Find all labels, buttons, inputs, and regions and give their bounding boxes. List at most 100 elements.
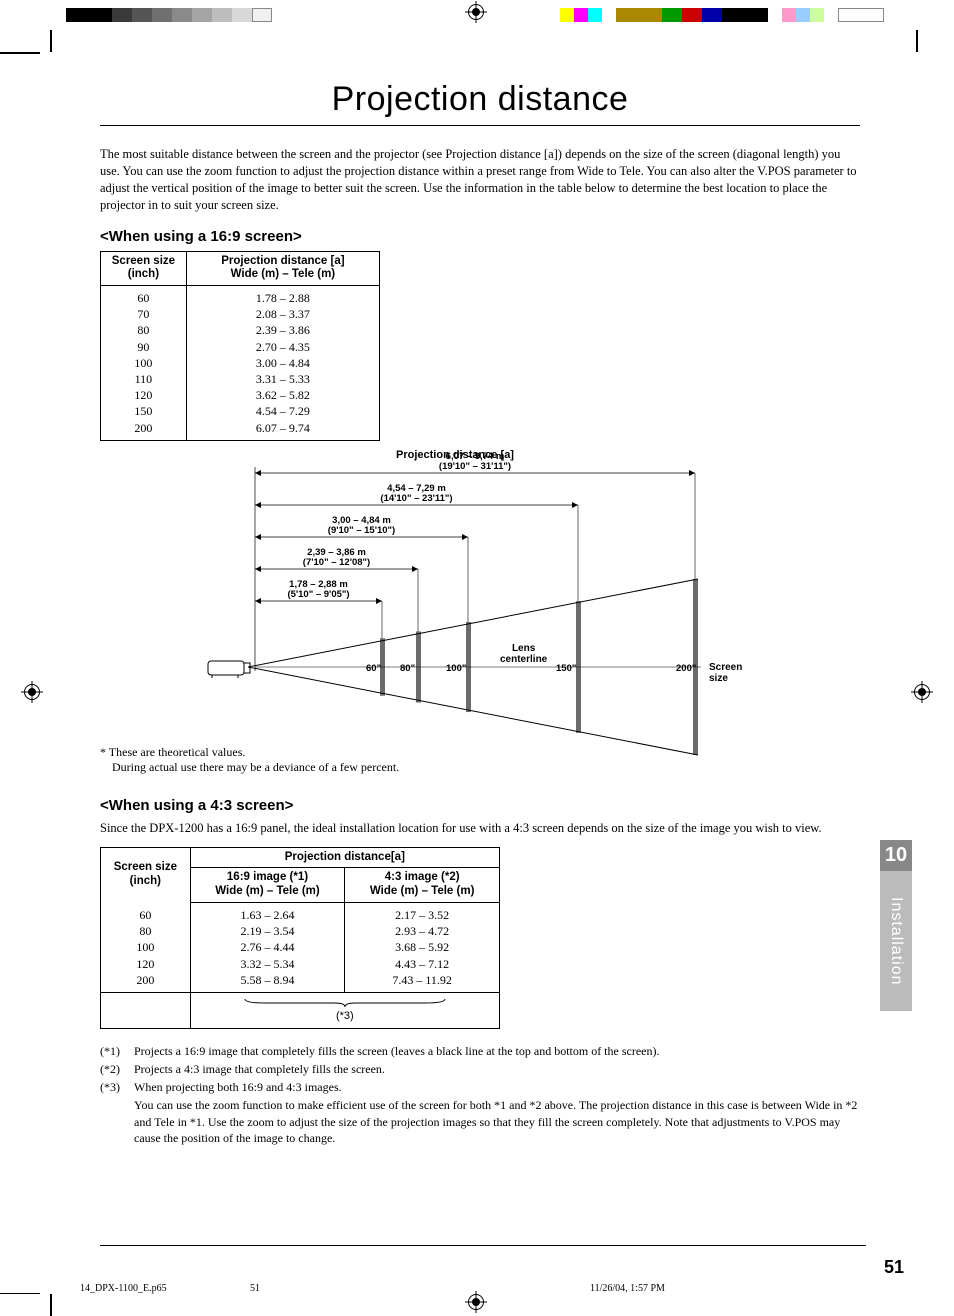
table-169: Screen size(inch) Projection distance [a… (100, 251, 380, 441)
fn-tag: (*2) (100, 1061, 134, 1077)
svg-text:150": 150" (556, 663, 576, 674)
cell-distance: 2.39 – 3.86 (186, 322, 379, 338)
theoretical-note: * These are theoretical values. During a… (100, 745, 860, 775)
screen-size-label: Screen size (709, 662, 760, 684)
chapter-number: 10 (880, 840, 912, 871)
fn-tag: (*1) (100, 1043, 134, 1059)
cell-screen-size: 200 (101, 420, 187, 441)
cell-distance: 2.17 – 3.52 (345, 903, 500, 924)
theoretical-note-l2: During actual use there may be a devianc… (112, 760, 860, 775)
svg-text:(7'10" – 12'08"): (7'10" – 12'08") (303, 557, 370, 568)
cell-distance: 2.76 – 4.44 (190, 939, 345, 955)
fn-body: You can use the zoom function to make ef… (134, 1097, 860, 1146)
table-row: 802.19 – 3.542.93 – 4.72 (101, 923, 500, 939)
cell-distance: 7.43 – 11.92 (345, 972, 500, 988)
cell-screen-size: 150 (101, 403, 187, 419)
fn-body: Projects a 16:9 image that completely fi… (134, 1043, 860, 1059)
table-row: 1103.31 – 5.33 (101, 371, 380, 387)
register-mark-icon (468, 1294, 484, 1310)
th-169-image: 16:9 image (*1)Wide (m) – Tele (m) (190, 868, 345, 903)
page-number: 51 (884, 1257, 904, 1278)
table-row: 2005.58 – 8.947.43 – 11.92 (101, 972, 500, 988)
cell-distance: 4.43 – 7.12 (345, 956, 500, 972)
svg-text:(5'10" – 9'05"): (5'10" – 9'05") (287, 589, 349, 600)
cell-screen-size: 100 (101, 939, 191, 955)
content-area: Projection distance The most suitable di… (100, 80, 860, 1148)
chapter-label: Installation (880, 871, 912, 1011)
fn-tag: (*3) (100, 1079, 134, 1095)
svg-text:60": 60" (366, 663, 381, 674)
table-row: 1003.00 – 4.84 (101, 355, 380, 371)
section-heading-43: <When using a 4:3 screen> (100, 797, 860, 814)
footer-date: 11/26/04, 1:57 PM (590, 1283, 665, 1294)
title-rule (100, 125, 860, 126)
svg-text:80": 80" (400, 663, 415, 674)
register-mark-icon (468, 4, 484, 20)
cell-distance: 6.07 – 9.74 (186, 420, 379, 441)
svg-text:200": 200" (676, 663, 696, 674)
diagram-svg: 60"80"100"150"200"6,07 – 9,74 m(19'10" –… (200, 449, 760, 789)
table-43: Screen size(inch) Projection distance[a]… (100, 847, 500, 1029)
table-row: 1504.54 – 7.29 (101, 403, 380, 419)
cell-screen-size: 90 (101, 339, 187, 355)
svg-text:(19'10" – 31'11"): (19'10" – 31'11") (439, 461, 511, 472)
th-proj-dist: Projection distance [a]Wide (m) – Tele (… (186, 251, 379, 286)
cell-screen-size: 100 (101, 355, 187, 371)
cell-screen-size: 80 (101, 322, 187, 338)
cell-distance: 2.19 – 3.54 (190, 923, 345, 939)
table-row: 1002.76 – 4.443.68 – 5.92 (101, 939, 500, 955)
cell-distance: 4.54 – 7.29 (186, 403, 379, 419)
table-row: 1203.32 – 5.344.43 – 7.12 (101, 956, 500, 972)
th-proj-dist-43: Projection distance[a] (190, 847, 499, 868)
cell-screen-size: 60 (101, 286, 187, 307)
table-row: 601.78 – 2.88 (101, 286, 380, 307)
cell-distance: 3.62 – 5.82 (186, 387, 379, 403)
cell-distance: 2.93 – 4.72 (345, 923, 500, 939)
section-heading-169: <When using a 16:9 screen> (100, 228, 860, 245)
svg-text:100": 100" (446, 663, 466, 674)
cell-screen-size: 80 (101, 923, 191, 939)
fn-body: Projects a 4:3 image that completely fil… (134, 1061, 860, 1077)
cell-distance: 3.31 – 5.33 (186, 371, 379, 387)
footnotes: (*1)Projects a 16:9 image that completel… (100, 1043, 860, 1146)
cell-screen-size: 120 (101, 956, 191, 972)
page-title: Projection distance (100, 80, 860, 119)
svg-text:(14'10" – 23'11"): (14'10" – 23'11") (380, 493, 452, 504)
cell-distance: 1.78 – 2.88 (186, 286, 379, 307)
th-43-image: 4:3 image (*2)Wide (m) – Tele (m) (345, 868, 500, 903)
table-row: 902.70 – 4.35 (101, 339, 380, 355)
cell-distance: 3.00 – 4.84 (186, 355, 379, 371)
th-screen-size: Screen size(inch) (101, 251, 187, 286)
table-row: 802.39 – 3.86 (101, 322, 380, 338)
cell-distance: 3.32 – 5.34 (190, 956, 345, 972)
footer-pagenum: 51 (250, 1283, 260, 1294)
cell-screen-size: 70 (101, 306, 187, 322)
fn-tag (100, 1097, 134, 1146)
register-mark-icon (24, 684, 40, 700)
table-row: 1203.62 – 5.82 (101, 387, 380, 403)
cell-screen-size: 60 (101, 903, 191, 924)
table-row: 601.63 – 2.642.17 – 3.52 (101, 903, 500, 924)
theoretical-note-l1: * These are theoretical values. (100, 745, 860, 760)
footer-rule (100, 1245, 866, 1246)
page: 10 Installation Projection distance The … (0, 0, 954, 1316)
table-row: 702.08 – 3.37 (101, 306, 380, 322)
brace-note: (*3) (190, 992, 499, 1028)
footer-filename: 14_DPX-1100_E.p65 (80, 1283, 167, 1294)
intro-paragraph: The most suitable distance between the s… (100, 146, 860, 214)
cell-distance: 1.63 – 2.64 (190, 903, 345, 924)
cell-distance: 2.08 – 3.37 (186, 306, 379, 322)
chapter-tab: 10 Installation (880, 840, 912, 1020)
cell-distance: 2.70 – 4.35 (186, 339, 379, 355)
register-mark-icon (914, 684, 930, 700)
lens-centerline-label: Lenscenterline (500, 643, 547, 665)
fn-body: When projecting both 16:9 and 4:3 images… (134, 1079, 860, 1095)
cell-screen-size: 120 (101, 387, 187, 403)
svg-text:(9'10" – 15'10"): (9'10" – 15'10") (328, 525, 395, 536)
cell-distance: 5.58 – 8.94 (190, 972, 345, 988)
cell-distance: 3.68 – 5.92 (345, 939, 500, 955)
cell-screen-size: 200 (101, 972, 191, 988)
cell-screen-size: 110 (101, 371, 187, 387)
th-screen-size-43: Screen size(inch) (101, 847, 191, 902)
paragraph-43: Since the DPX-1200 has a 16:9 panel, the… (100, 820, 860, 837)
